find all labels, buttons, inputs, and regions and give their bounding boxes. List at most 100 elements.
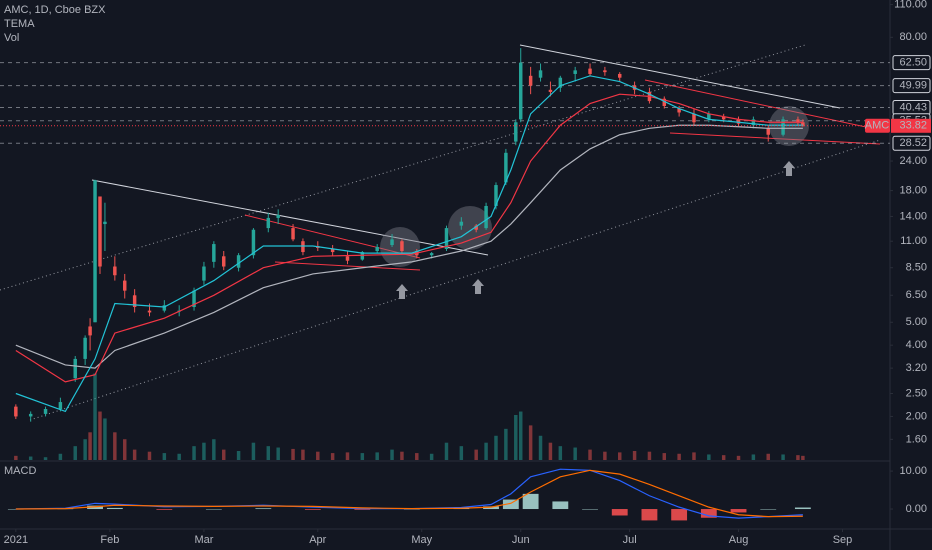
macd-hist bbox=[700, 509, 717, 518]
y-tick-label: 1.60 bbox=[906, 433, 927, 445]
volume-bar bbox=[429, 453, 434, 460]
volume-bar bbox=[751, 454, 756, 460]
indicator-label: Vol bbox=[4, 32, 19, 44]
volume-bar bbox=[202, 442, 206, 460]
candle-body bbox=[796, 119, 800, 123]
y-tick-label: 4.00 bbox=[906, 339, 927, 351]
arrow-up bbox=[396, 284, 408, 299]
macd-hist bbox=[582, 509, 598, 510]
candle-body bbox=[459, 221, 464, 226]
candle-body bbox=[558, 77, 563, 88]
candle-body bbox=[301, 241, 305, 253]
volume-bar bbox=[360, 453, 365, 460]
volume-bar bbox=[301, 449, 305, 460]
candle-body bbox=[677, 108, 681, 113]
macd-hist bbox=[794, 507, 811, 510]
candle-body bbox=[251, 229, 256, 256]
macd-hist bbox=[403, 509, 420, 510]
y-tick-label: 24.00 bbox=[899, 155, 927, 167]
candle-body bbox=[662, 98, 667, 107]
volume-bar bbox=[504, 428, 508, 460]
x-tick-label: Aug bbox=[729, 534, 749, 546]
candle-body bbox=[618, 73, 622, 78]
candle-body bbox=[113, 266, 117, 276]
trendline bbox=[644, 79, 881, 131]
candle-body bbox=[751, 119, 756, 126]
volume-bar bbox=[415, 453, 419, 460]
candle-body bbox=[222, 256, 226, 267]
volume-bar bbox=[375, 452, 379, 460]
x-tick-label: 2021 bbox=[4, 534, 28, 546]
x-tick-label: Feb bbox=[100, 534, 119, 546]
highlight-circle bbox=[448, 206, 492, 250]
volume-bar bbox=[618, 452, 622, 460]
volume-bar bbox=[177, 453, 181, 460]
y-tick-label: 6.50 bbox=[906, 289, 927, 301]
macd-y-tick-label: 10.00 bbox=[899, 465, 927, 477]
candle-body bbox=[266, 217, 271, 229]
volume-bar bbox=[266, 446, 271, 460]
last-price-box bbox=[891, 118, 931, 133]
channel-upper bbox=[0, 44, 806, 291]
candle-body bbox=[83, 337, 87, 359]
volume-bar bbox=[781, 454, 785, 460]
y-tick-label: 11.00 bbox=[900, 235, 927, 247]
trendline bbox=[669, 132, 881, 145]
volume-bar bbox=[801, 455, 805, 460]
candle-body bbox=[588, 68, 592, 74]
y-tick-label: 3.20 bbox=[906, 362, 927, 374]
volume-bar bbox=[707, 454, 711, 460]
macd-hist bbox=[156, 509, 173, 510]
volume-bar bbox=[192, 446, 196, 460]
volume-bar bbox=[330, 453, 335, 460]
candle-body bbox=[707, 113, 711, 120]
candle-body bbox=[360, 252, 365, 260]
candle-body bbox=[375, 246, 379, 252]
trendline bbox=[244, 214, 421, 259]
volume-bar bbox=[132, 449, 137, 460]
candle-body bbox=[429, 253, 434, 256]
volume-bar bbox=[291, 448, 295, 460]
volume-bar bbox=[558, 446, 563, 460]
candle-body bbox=[14, 406, 18, 417]
macd-hist bbox=[354, 509, 371, 510]
highlight-circle bbox=[380, 227, 420, 267]
volume-bar bbox=[677, 453, 681, 460]
volume-bar bbox=[222, 449, 226, 460]
last-name-box bbox=[865, 118, 890, 133]
volume-bar bbox=[400, 451, 404, 460]
candle-body bbox=[400, 241, 404, 252]
macd-hist bbox=[205, 509, 222, 510]
candle-body bbox=[603, 70, 607, 73]
trendline bbox=[274, 261, 421, 271]
volume-bar bbox=[103, 418, 107, 460]
candle-body bbox=[43, 408, 48, 414]
candle-body bbox=[330, 248, 335, 253]
macd-signal-line bbox=[15, 469, 803, 518]
macd-hist bbox=[255, 508, 272, 510]
drawings bbox=[0, 44, 881, 421]
arrow-up bbox=[472, 279, 484, 294]
candle-body bbox=[88, 326, 92, 336]
candle-body bbox=[494, 185, 498, 206]
candle-body bbox=[781, 119, 785, 135]
volume-bar bbox=[212, 439, 216, 460]
volume-bar bbox=[14, 455, 18, 460]
candle-body bbox=[528, 75, 533, 86]
candle-body bbox=[573, 70, 577, 74]
volume-bar bbox=[588, 449, 592, 460]
macd-hist bbox=[730, 509, 747, 513]
candle-body bbox=[123, 280, 127, 291]
ma-line bbox=[15, 93, 803, 383]
candle-body bbox=[236, 255, 241, 268]
arrow-up bbox=[783, 161, 795, 176]
macd-hist bbox=[7, 509, 24, 510]
y-tick-label: 8.50 bbox=[906, 262, 927, 274]
candle-body bbox=[721, 116, 726, 120]
candle-body bbox=[801, 122, 805, 126]
x-tick-label: Sep bbox=[833, 534, 853, 546]
candle-body bbox=[58, 402, 63, 409]
